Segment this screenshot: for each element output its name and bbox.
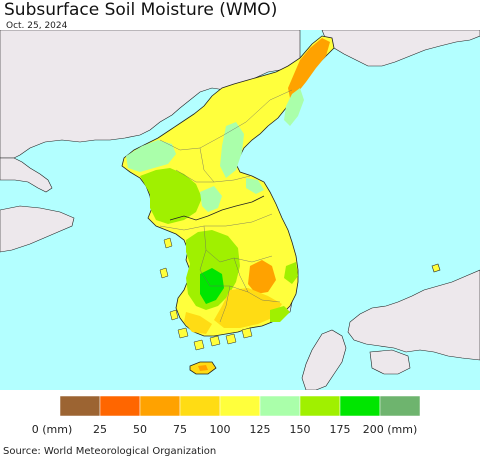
zone-ne-green (284, 88, 304, 126)
japan-honshu (347, 269, 480, 361)
japan-kyushu (301, 329, 347, 390)
map-legend: 0 (mm) 25 50 75 100 125 150 175 200 (mm) (32, 395, 421, 436)
legend-labels: 0 (mm) 25 50 75 100 125 150 175 200 (mm) (32, 423, 418, 436)
zone-central-lightgreen (220, 122, 244, 178)
legend-tick-label: 175 (330, 423, 351, 436)
zone-se-orange (248, 260, 276, 294)
zone-east-lightgreen (246, 178, 264, 194)
legend-swatch (379, 395, 421, 417)
legend-tick-label: 100 (210, 423, 231, 436)
map-date: Oct. 25, 2024 (6, 21, 68, 31)
zone-ne-orange (288, 38, 330, 98)
liaodong-peninsula (0, 157, 53, 193)
legend-tick-label: 25 (93, 423, 107, 436)
japan-shikoku (369, 349, 411, 375)
legend-swatch (99, 395, 141, 417)
legend-tick-label: 50 (133, 423, 147, 436)
legend-swatches (59, 395, 421, 417)
zone-nw-lightgreen (126, 140, 176, 172)
legend-tick-label: 200 (mm) (363, 423, 418, 436)
russia-northeast (321, 30, 480, 67)
zone-south-green (270, 306, 290, 322)
page-title: Subsurface Soil Moisture (WMO) (4, 0, 278, 20)
zone-west-limegreen (140, 168, 202, 224)
shandong-peninsula (0, 205, 75, 253)
mainland-china (0, 30, 301, 159)
jeju-island-center (198, 365, 208, 371)
legend-swatch (339, 395, 381, 417)
legend-tick-label: 125 (250, 423, 271, 436)
dmz-line (169, 195, 265, 221)
zone-west-lightgreen (200, 186, 222, 212)
legend-swatch (139, 395, 181, 417)
ulleungdo-island (431, 263, 441, 273)
zone-south-gold (214, 288, 282, 328)
legend-tick-label: 150 (290, 423, 311, 436)
soil-moisture-map (0, 30, 480, 390)
legend-swatch (259, 395, 301, 417)
legend-tick-label: 0 (mm) (32, 423, 73, 436)
source-credit: Source: World Meteorological Organizatio… (3, 446, 217, 457)
legend-swatch (219, 395, 261, 417)
zone-east-green (284, 262, 298, 284)
legend-swatch (299, 395, 341, 417)
legend-tick-label: 75 (173, 423, 187, 436)
legend-swatch (179, 395, 221, 417)
korean-peninsula (121, 35, 335, 337)
zone-southcoast-gold (184, 312, 212, 334)
legend-swatch (59, 395, 101, 417)
coastal-islands (159, 237, 253, 351)
province-borders (159, 89, 293, 323)
